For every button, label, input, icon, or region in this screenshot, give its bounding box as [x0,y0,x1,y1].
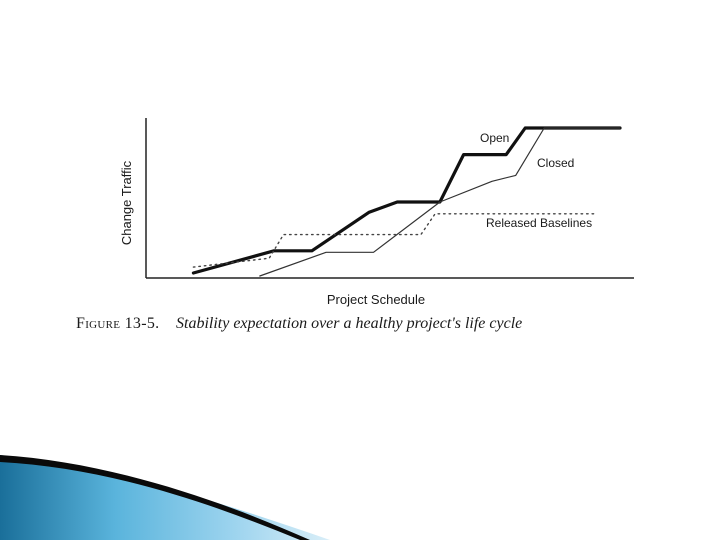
slide-decoration [0,455,330,540]
series-line-released-baselines [192,213,597,268]
figure-number: Figure 13-5. [76,315,160,332]
series-layer [191,126,622,277]
series-line-open [191,126,622,275]
series-label-released-baselines: Released Baselines [486,216,592,230]
chart: Project Schedule Change Traffic Open Clo… [119,118,634,307]
series-line-closed [259,127,621,277]
black-swoosh-arrow [0,455,310,540]
figure-caption: Stability expectation over a healthy pro… [176,315,523,332]
series-label-open: Open [480,131,509,145]
y-axis-label: Change Traffic [119,160,134,245]
series-label-closed: Closed [537,156,574,170]
x-axis-label: Project Schedule [327,292,425,307]
blue-wave-shape [0,455,330,540]
